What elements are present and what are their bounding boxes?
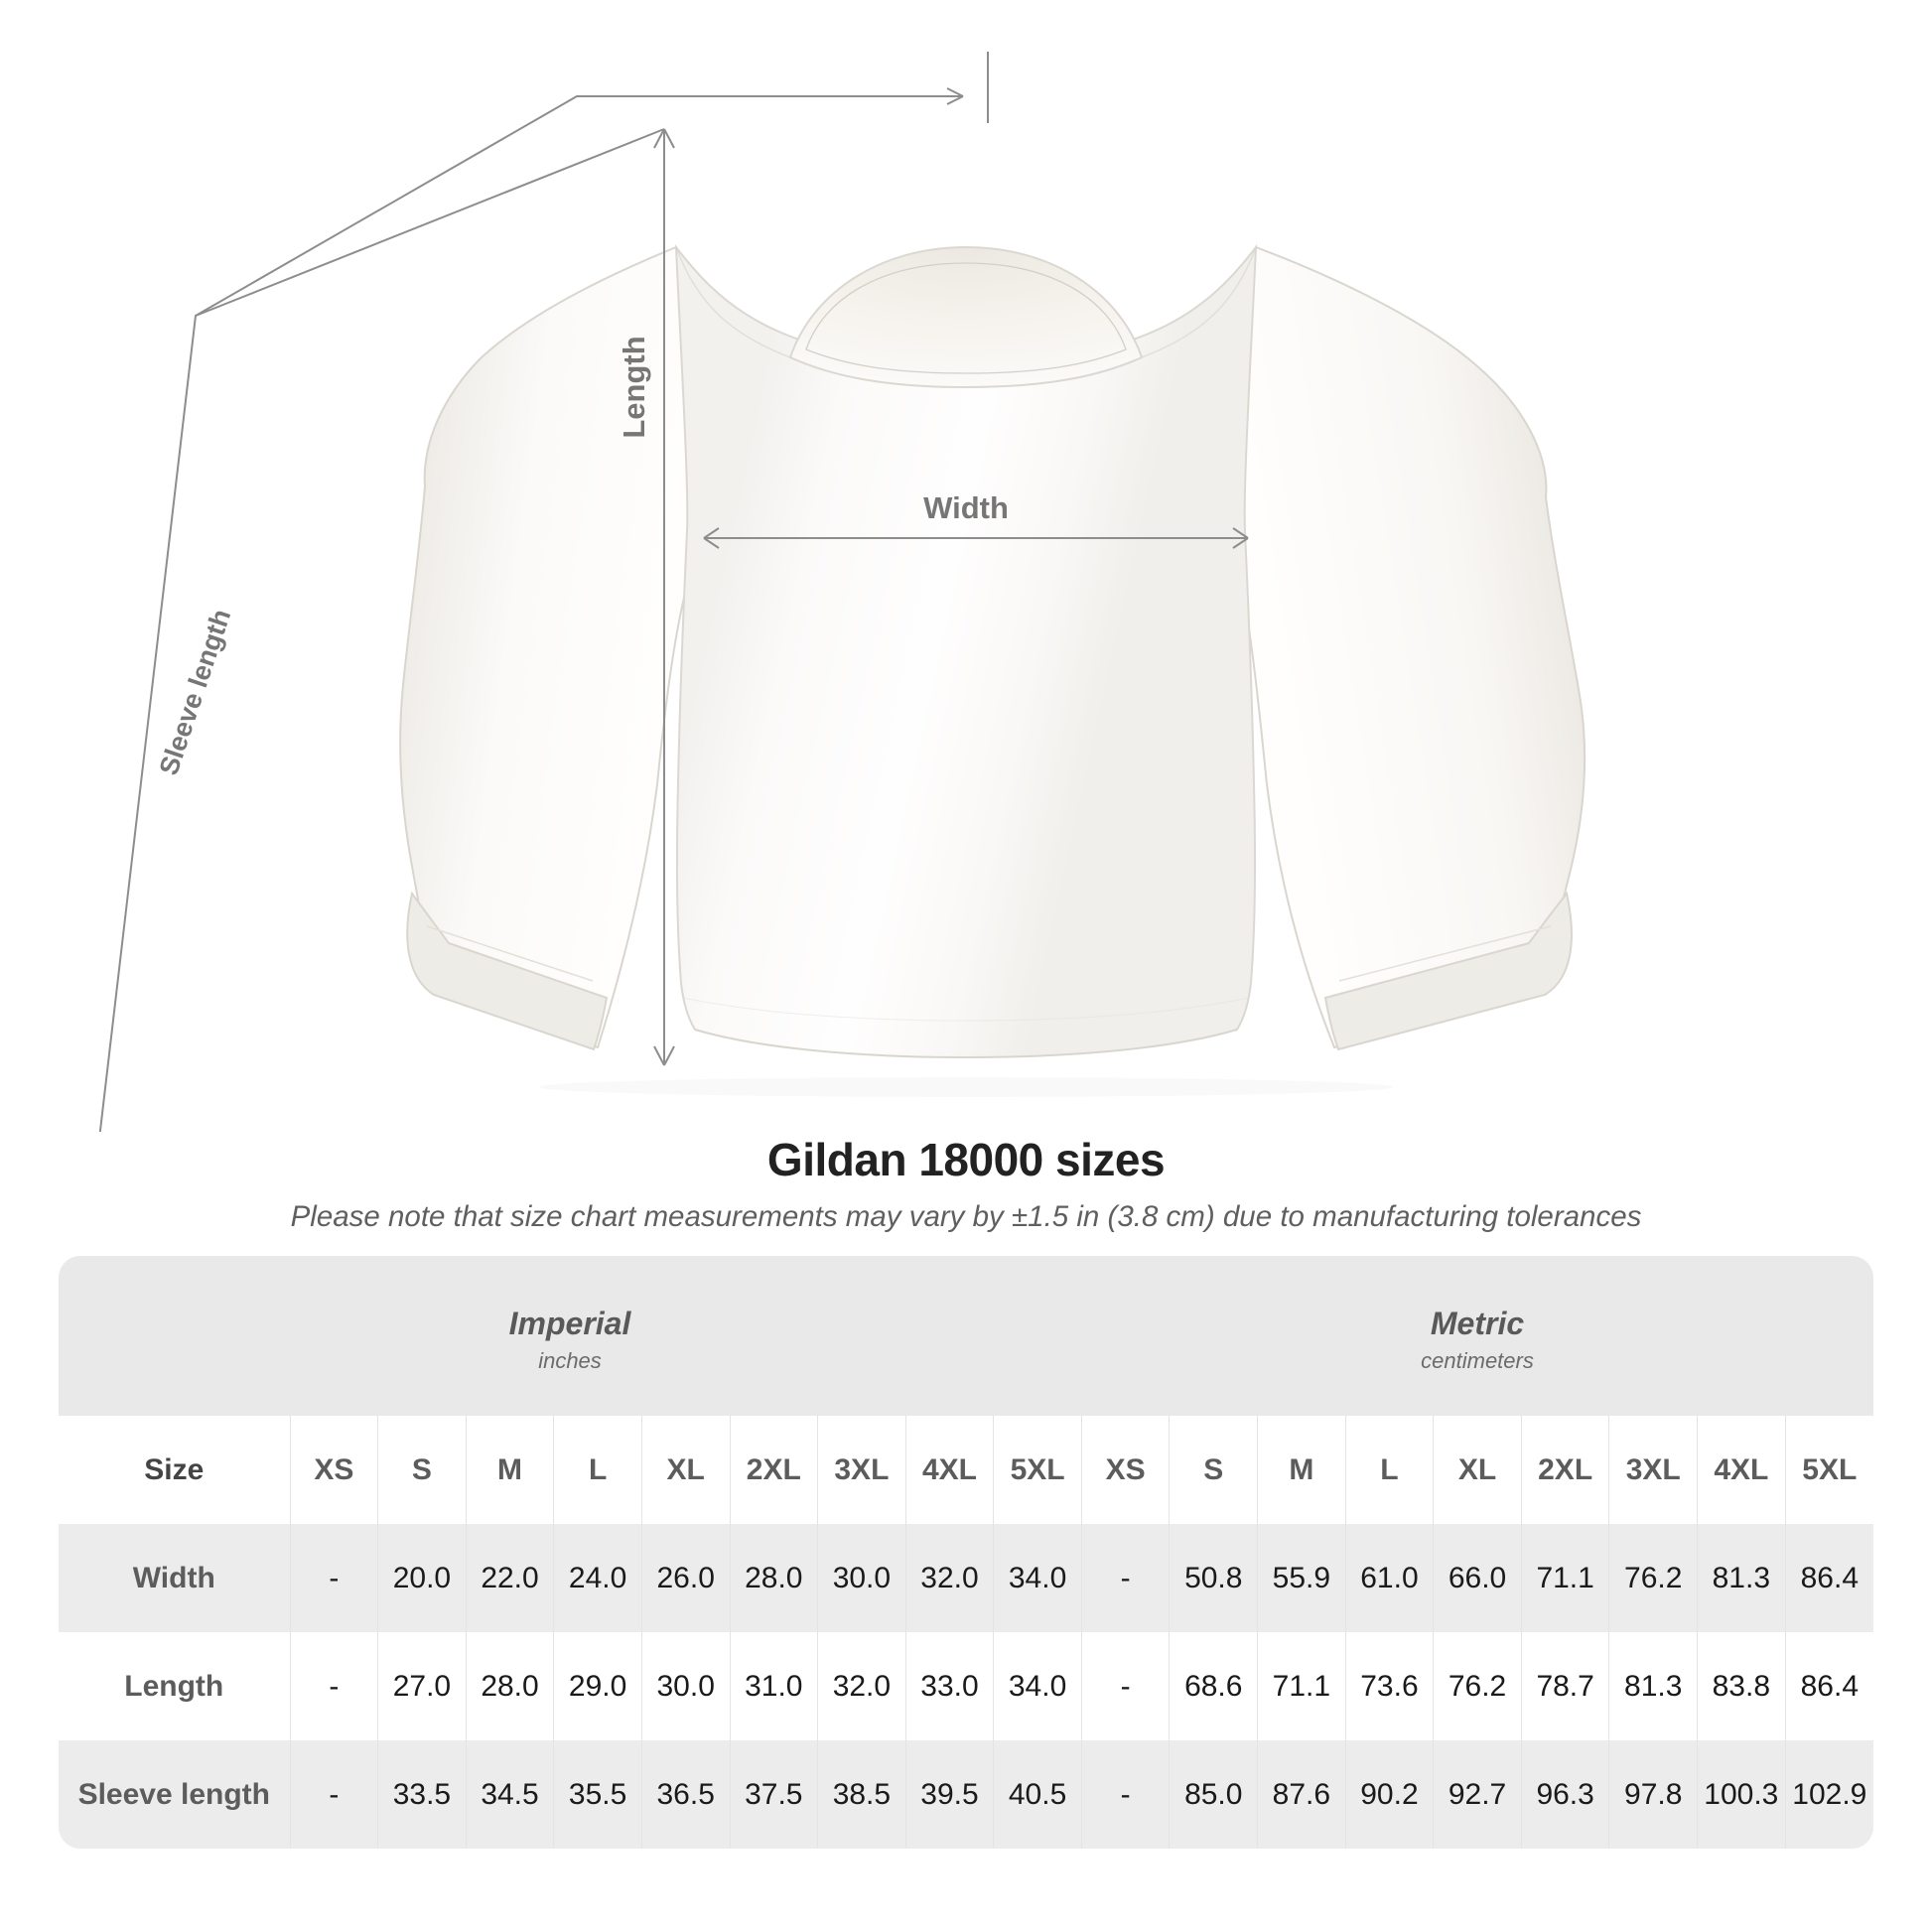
svg-text:Width: Width bbox=[923, 490, 1009, 525]
svg-text:Sleeve length: Sleeve length bbox=[154, 606, 237, 779]
svg-text:Length: Length bbox=[617, 336, 651, 438]
